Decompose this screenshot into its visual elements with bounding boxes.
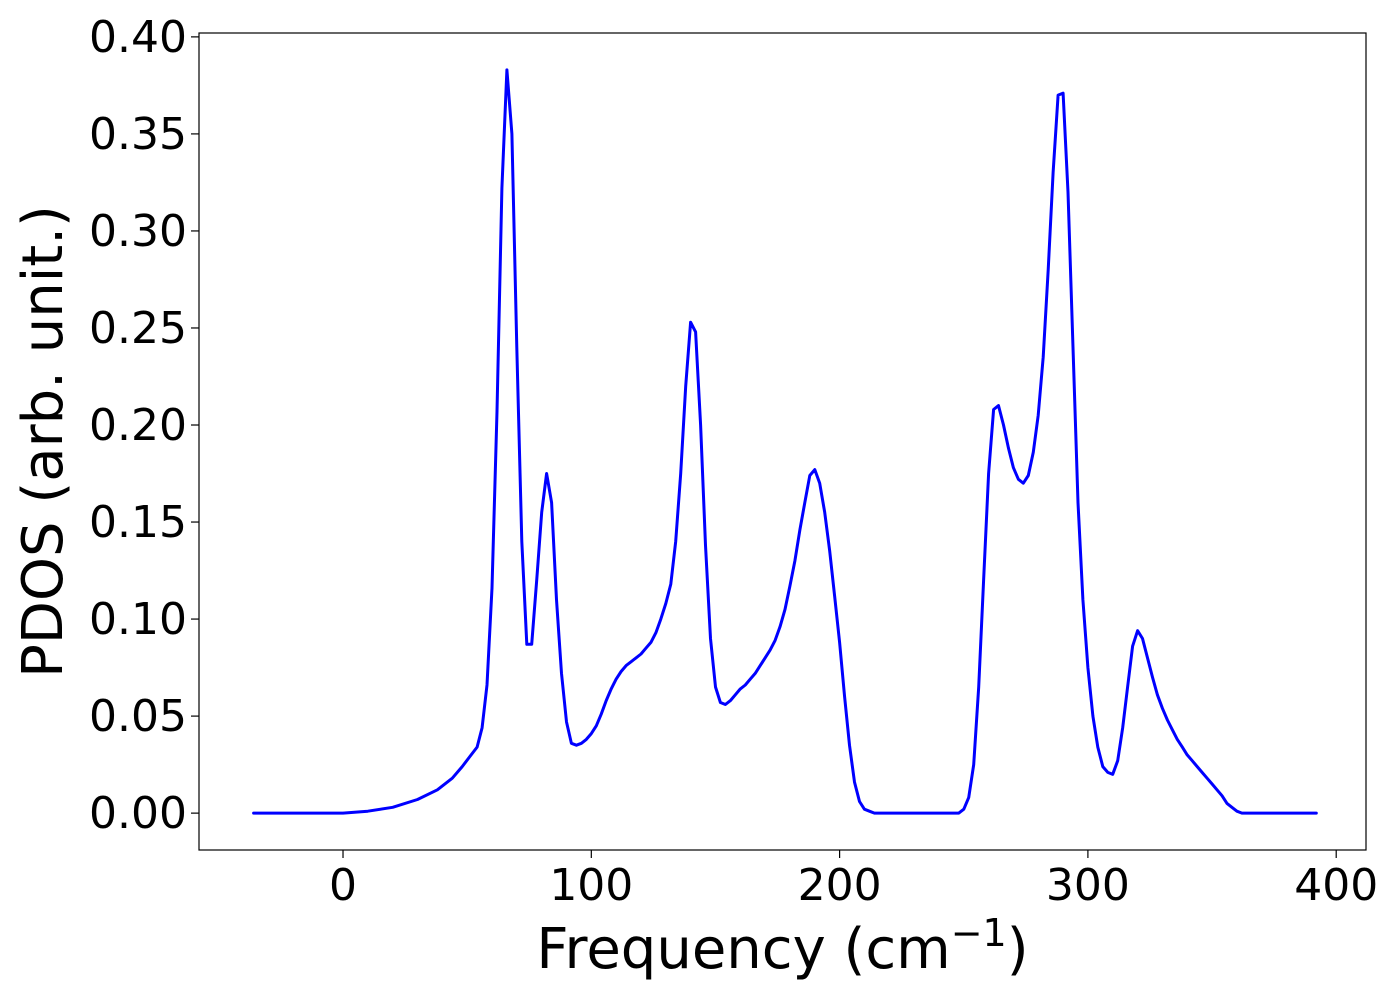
x-axis-title: Frequency (cm−1): [536, 911, 1028, 982]
y-tick-label: 0.25: [89, 303, 187, 354]
y-axis-title: PDOS (arb. unit.): [11, 205, 76, 678]
x-tick-label: 300: [1046, 860, 1130, 911]
plot-frame: [198, 32, 1367, 851]
x-tick-label: 100: [549, 860, 633, 911]
y-tick-label: 0.10: [89, 594, 187, 645]
x-axis-title-close: ): [1007, 917, 1029, 982]
y-tick-label: 0.20: [89, 400, 187, 451]
y-tick-label: 0.00: [89, 788, 187, 839]
y-tick-label: 0.40: [89, 12, 187, 63]
y-axis-ticks: 0.00 0.05 0.10 0.15 0.20 0.25 0.30 0.35 0.40: [89, 12, 199, 839]
series-line: [252, 68, 1318, 815]
y-tick-label: 0.05: [89, 691, 187, 742]
x-tick-label: 400: [1294, 860, 1378, 911]
y-tick-label: 0.15: [89, 497, 187, 548]
x-axis-ticks: 0 100 200 300 400: [329, 850, 1378, 911]
x-tick-label: 0: [329, 860, 357, 911]
x-axis-title-main: Frequency (cm: [536, 917, 950, 982]
y-tick-label: 0.30: [89, 206, 187, 257]
x-tick-label: 200: [798, 860, 882, 911]
x-axis-title-superscript: −1: [951, 911, 1007, 955]
y-tick-label: 0.35: [89, 109, 187, 160]
